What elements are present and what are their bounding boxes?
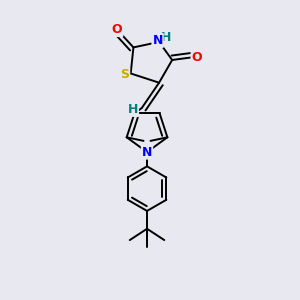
Text: N: N: [152, 34, 163, 47]
Text: N: N: [142, 146, 152, 159]
Text: O: O: [112, 23, 122, 36]
Text: S: S: [120, 68, 129, 82]
Text: H: H: [128, 103, 138, 116]
Text: H: H: [160, 31, 171, 44]
Text: O: O: [191, 50, 202, 64]
